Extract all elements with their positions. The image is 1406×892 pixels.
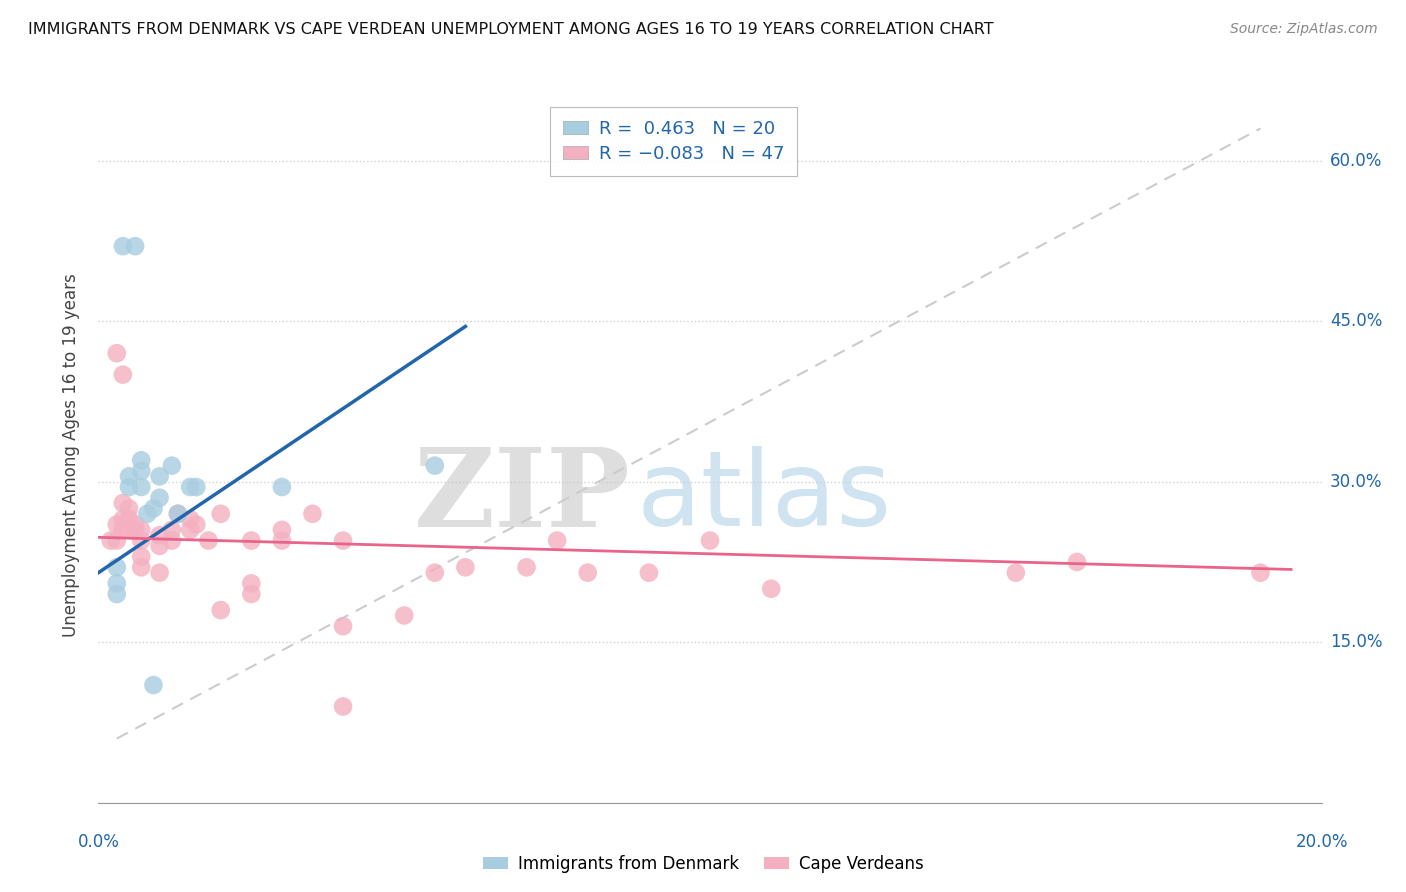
Point	[129, 533, 152, 548]
Point	[160, 458, 183, 473]
Text: 15.0%: 15.0%	[1330, 633, 1382, 651]
Point	[118, 469, 141, 483]
Point	[423, 566, 446, 580]
Point	[167, 507, 190, 521]
Point	[118, 523, 141, 537]
Point	[111, 523, 134, 537]
Text: 60.0%: 60.0%	[1330, 152, 1382, 169]
Point	[105, 533, 128, 548]
Point	[129, 549, 152, 564]
Point	[186, 517, 208, 532]
Point	[105, 576, 128, 591]
Text: IMMIGRANTS FROM DENMARK VS CAPE VERDEAN UNEMPLOYMENT AMONG AGES 16 TO 19 YEARS C: IMMIGRANTS FROM DENMARK VS CAPE VERDEAN …	[28, 22, 994, 37]
Point	[179, 523, 201, 537]
Text: 0.0%: 0.0%	[77, 833, 120, 851]
Point	[149, 491, 172, 505]
Point	[423, 458, 446, 473]
Point	[516, 560, 538, 574]
Text: ZIP: ZIP	[413, 443, 630, 550]
Point	[167, 507, 190, 521]
Point	[149, 469, 172, 483]
Point	[118, 501, 141, 516]
Point	[149, 566, 172, 580]
Y-axis label: Unemployment Among Ages 16 to 19 years: Unemployment Among Ages 16 to 19 years	[62, 273, 80, 637]
Point	[240, 576, 263, 591]
Point	[576, 566, 599, 580]
Point	[129, 480, 152, 494]
Point	[129, 464, 152, 478]
Point	[105, 517, 128, 532]
Point	[111, 368, 134, 382]
Text: 45.0%: 45.0%	[1330, 312, 1382, 330]
Point	[332, 533, 354, 548]
Point	[270, 480, 292, 494]
Point	[124, 239, 146, 253]
Point	[637, 566, 661, 580]
Point	[332, 699, 354, 714]
Point	[209, 507, 232, 521]
Point	[179, 512, 201, 526]
Point	[129, 560, 152, 574]
Point	[111, 512, 134, 526]
Point	[270, 533, 292, 548]
Point	[105, 587, 128, 601]
Point	[111, 239, 134, 253]
Text: 30.0%: 30.0%	[1330, 473, 1382, 491]
Point	[105, 346, 128, 360]
Point	[392, 608, 416, 623]
Point	[209, 603, 232, 617]
Point	[240, 587, 263, 601]
Point	[100, 533, 122, 548]
Point	[136, 507, 159, 521]
Point	[142, 501, 165, 516]
Point	[105, 560, 128, 574]
Point	[118, 512, 141, 526]
Point	[301, 507, 323, 521]
Point	[759, 582, 782, 596]
Point	[129, 453, 152, 467]
Point	[149, 539, 172, 553]
Point	[1004, 566, 1026, 580]
Point	[332, 619, 354, 633]
Point	[118, 480, 141, 494]
Text: atlas: atlas	[637, 446, 891, 548]
Point	[124, 517, 146, 532]
Point	[179, 480, 201, 494]
Point	[142, 678, 165, 692]
Point	[186, 480, 208, 494]
Point	[1249, 566, 1271, 580]
Point	[270, 523, 292, 537]
Legend: R =  0.463   N = 20, R = −0.083   N = 47: R = 0.463 N = 20, R = −0.083 N = 47	[550, 107, 797, 176]
Point	[124, 523, 146, 537]
Point	[240, 533, 263, 548]
Point	[197, 533, 219, 548]
Point	[160, 533, 183, 548]
Point	[160, 523, 183, 537]
Legend: Immigrants from Denmark, Cape Verdeans: Immigrants from Denmark, Cape Verdeans	[475, 848, 931, 880]
Point	[129, 523, 152, 537]
Point	[111, 496, 134, 510]
Point	[149, 528, 172, 542]
Point	[546, 533, 568, 548]
Point	[1066, 555, 1088, 569]
Point	[699, 533, 721, 548]
Point	[454, 560, 477, 574]
Text: Source: ZipAtlas.com: Source: ZipAtlas.com	[1230, 22, 1378, 37]
Text: 20.0%: 20.0%	[1295, 833, 1348, 851]
